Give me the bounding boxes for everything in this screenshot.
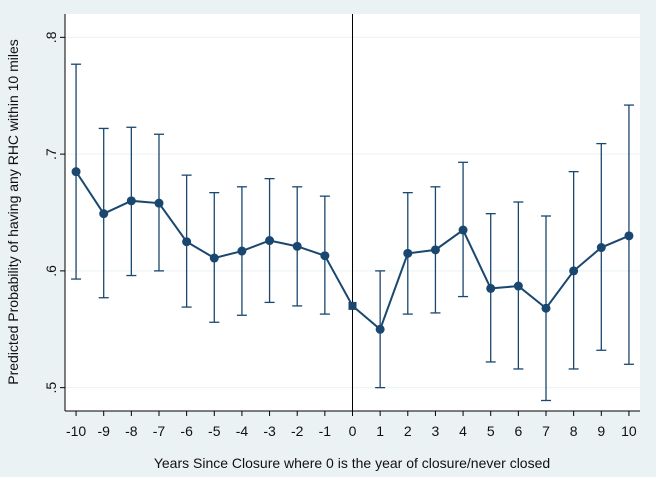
- data-point: [237, 246, 247, 256]
- x-tick-label: 0: [349, 423, 357, 439]
- data-point: [569, 266, 579, 276]
- x-tick-label: -10: [66, 423, 86, 439]
- x-tick-label: -9: [97, 423, 110, 439]
- x-tick-label: 9: [597, 423, 605, 439]
- x-tick-label: -8: [125, 423, 138, 439]
- y-tick-label: .5: [43, 382, 59, 394]
- x-tick-label: 10: [621, 423, 637, 439]
- data-point: [126, 196, 136, 206]
- data-point: [154, 198, 164, 208]
- x-tick-label: -5: [208, 423, 221, 439]
- x-tick-label: 3: [432, 423, 440, 439]
- data-point: [265, 236, 275, 246]
- data-point: [320, 251, 330, 261]
- data-point: [513, 281, 523, 291]
- data-point: [486, 283, 496, 293]
- y-axis-ticks: .5 .6 .7 .8: [43, 31, 65, 393]
- x-tick-label: -7: [153, 423, 166, 439]
- x-tick-label: -4: [236, 423, 249, 439]
- data-point: [375, 324, 385, 334]
- data-points: [71, 167, 634, 334]
- x-tick-label: 2: [404, 423, 412, 439]
- x-tick-label: 1: [376, 423, 384, 439]
- data-point: [624, 231, 634, 241]
- data-point: [182, 237, 192, 247]
- data-point: [596, 243, 606, 253]
- x-tick-label: -3: [263, 423, 276, 439]
- y-tick-label: .7: [43, 148, 59, 160]
- x-tick-label: -1: [319, 423, 332, 439]
- y-tick-label: .6: [43, 265, 59, 277]
- data-point: [71, 167, 81, 177]
- data-point: [348, 301, 357, 310]
- data-point: [209, 253, 219, 263]
- x-axis-title: Years Since Closure where 0 is the year …: [154, 455, 550, 471]
- x-tick-label: -2: [291, 423, 304, 439]
- y-tick-label: .8: [43, 31, 59, 43]
- x-axis-ticks: -10 -9 -8 -7 -6 -5 -4 -3 -2 -1 0 1 2 3 4 5 6 7 8 9 10: [66, 411, 637, 439]
- x-tick-label: 6: [514, 423, 522, 439]
- x-tick-label: 4: [459, 423, 467, 439]
- x-tick-label: 8: [570, 423, 578, 439]
- x-tick-label: 5: [487, 423, 495, 439]
- data-point: [99, 209, 109, 219]
- data-point: [430, 245, 440, 255]
- data-point: [403, 248, 413, 258]
- data-point: [541, 303, 551, 313]
- y-axis-title: Predicted Probability of having any RHC …: [5, 39, 21, 385]
- data-point: [458, 225, 468, 235]
- x-tick-label: -6: [180, 423, 193, 439]
- data-point: [292, 241, 302, 251]
- x-tick-label: 7: [542, 423, 550, 439]
